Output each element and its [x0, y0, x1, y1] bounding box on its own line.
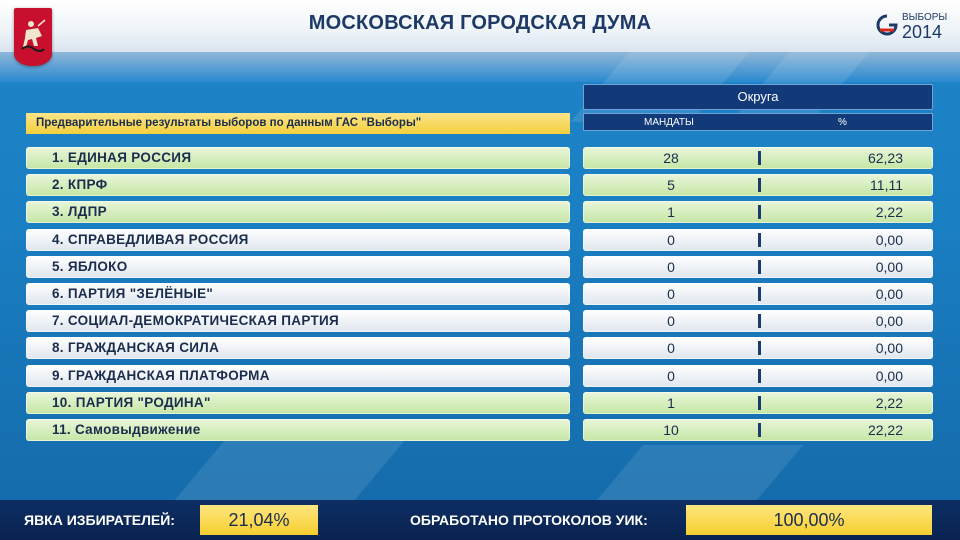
decor-streak: [596, 445, 804, 500]
table-row-values: 0 0,00: [583, 256, 933, 278]
mandates-value: 10: [663, 422, 679, 438]
table-row-party: 1. ЕДИНАЯ РОССИЯ: [26, 147, 570, 169]
column-separator: [758, 151, 761, 165]
table-row-party: 8. ГРАЖДАНСКАЯ СИЛА: [26, 337, 570, 359]
column-separator: [758, 178, 761, 192]
column-separator: [758, 287, 761, 301]
mandates-value: 0: [667, 286, 675, 302]
turnout-label: ЯВКА ИЗБИРАТЕЛЕЙ:: [24, 512, 175, 528]
mandates-value: 1: [667, 204, 675, 220]
column-separator: [758, 423, 761, 437]
table-row-values: 0 0,00: [583, 365, 933, 387]
protocols-label: ОБРАБОТАНО ПРОТОКОЛОВ УИК:: [410, 512, 648, 528]
vybory-logo-icon: [876, 14, 898, 36]
vybory-logo: ВЫБОРЫ 2014: [874, 8, 954, 44]
page-title: МОСКОВСКАЯ ГОРОДСКАЯ ДУМА: [308, 12, 652, 34]
column-header-percent: %: [838, 117, 847, 128]
protocols-value: 100,00%: [686, 505, 932, 535]
table-row-party: 9. ГРАЖДАНСКАЯ ПЛАТФОРМА: [26, 365, 570, 387]
table-row-party: 11. Самовыдвижение: [26, 419, 570, 441]
percent-value: 2,22: [875, 395, 903, 411]
mandates-value: 0: [667, 368, 675, 384]
percent-value: 2,22: [875, 204, 903, 220]
percent-value: 0,00: [875, 340, 903, 356]
table-row-party: 6. ПАРТИЯ "ЗЕЛЁНЫЕ": [26, 283, 570, 305]
percent-value: 11,11: [870, 177, 903, 193]
mandates-value: 0: [667, 232, 675, 248]
table-row-party: 5. ЯБЛОКО: [26, 256, 570, 278]
table-row-party: 4. СПРАВЕДЛИВАЯ РОССИЯ: [26, 229, 570, 251]
header-bar: [0, 0, 960, 52]
subtitle-banner: Предварительные результаты выборов по да…: [26, 113, 570, 134]
percent-value: 0,00: [875, 259, 903, 275]
column-separator: [758, 369, 761, 383]
logo-text: ВЫБОРЫ: [902, 12, 948, 23]
column-separator: [758, 341, 761, 355]
moscow-coat-of-arms-icon: [14, 8, 52, 66]
table-row-values: 0 0,00: [583, 310, 933, 332]
table-row-party: 2. КПРФ: [26, 174, 570, 196]
table-row-values: 0 0,00: [583, 229, 933, 251]
turnout-value: 21,04%: [200, 505, 318, 535]
table-row-values: 28 62,23: [583, 147, 933, 169]
table-row-values: 0 0,00: [583, 283, 933, 305]
table-row-values: 5 11,11: [583, 174, 933, 196]
table-row-values: 0 0,00: [583, 337, 933, 359]
column-separator: [758, 396, 761, 410]
mandates-value: 0: [667, 313, 675, 329]
mandates-value: 0: [667, 340, 675, 356]
mandates-value: 1: [667, 395, 675, 411]
percent-value: 0,00: [875, 313, 903, 329]
percent-value: 0,00: [875, 286, 903, 302]
mandates-value: 28: [663, 150, 679, 166]
column-separator: [758, 260, 761, 274]
table-row-party: 3. ЛДПР: [26, 201, 570, 223]
mandates-value: 0: [667, 259, 675, 275]
logo-year: 2014: [902, 22, 943, 42]
table-row-values: 10 22,22: [583, 419, 933, 441]
table-row-party: 7. СОЦИАЛ-ДЕМОКРАТИЧЕСКАЯ ПАРТИЯ: [26, 310, 570, 332]
column-header-mandates: МАНДАТЫ: [644, 117, 694, 128]
column-header: МАНДАТЫ %: [583, 113, 933, 131]
percent-value: 22,22: [867, 422, 903, 438]
column-separator: [758, 205, 761, 219]
table-row-party: 10. ПАРТИЯ "РОДИНА": [26, 392, 570, 414]
section-header-okruga: Округа: [583, 84, 933, 110]
column-separator: [758, 233, 761, 247]
percent-value: 62,23: [867, 150, 903, 166]
table-row-values: 1 2,22: [583, 392, 933, 414]
column-separator: [758, 314, 761, 328]
percent-value: 0,00: [875, 232, 903, 248]
header-shade: [0, 52, 960, 82]
percent-value: 0,00: [875, 368, 903, 384]
decor-streak: [174, 440, 406, 500]
table-row-values: 1 2,22: [583, 201, 933, 223]
mandates-value: 5: [667, 177, 675, 193]
